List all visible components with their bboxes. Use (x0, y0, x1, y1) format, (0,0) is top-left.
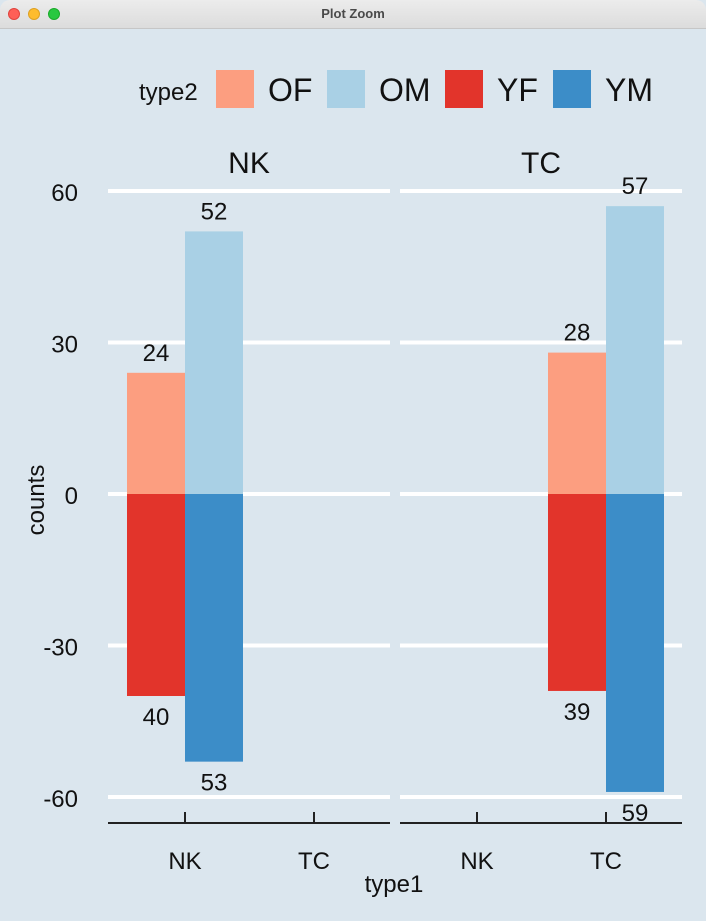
legend-swatch-yf (445, 70, 483, 108)
bar-nk-yf (127, 494, 185, 696)
x-axis-label: type1 (365, 871, 424, 898)
legend-swatch-of (216, 70, 254, 108)
legend-label-yf: YF (497, 72, 538, 108)
window-titlebar: Plot Zoom (0, 0, 706, 29)
bar-tc-ym (606, 494, 664, 792)
data-label-nk-of: 24 (143, 340, 170, 367)
maximize-window-button[interactable] (48, 8, 60, 20)
data-label-tc-yf: 39 (564, 699, 591, 726)
panel-title-nk: NK (228, 147, 270, 180)
y-tick-label: 0 (65, 483, 78, 510)
close-window-button[interactable] (8, 8, 20, 20)
data-label-tc-of: 28 (564, 320, 591, 347)
bar-nk-of (127, 372, 185, 494)
bar-tc-of (548, 352, 606, 494)
panel-title-tc: TC (521, 147, 561, 180)
window-title: Plot Zoom (321, 6, 385, 21)
x-tick-label: NK (168, 848, 201, 875)
legend-label-om: OM (379, 72, 431, 108)
bar-tc-om (606, 206, 664, 494)
legend-title: type2 (139, 79, 198, 106)
legend-swatch-ym (553, 70, 591, 108)
legend-label-ym: YM (605, 72, 653, 108)
data-label-nk-om: 52 (201, 198, 228, 225)
legend-swatch-om (327, 70, 365, 108)
bar-nk-om (185, 231, 243, 494)
y-tick-label: -30 (43, 635, 78, 662)
data-label-nk-ym: 53 (201, 770, 228, 797)
y-tick-label: 60 (51, 180, 78, 207)
y-tick-label: 30 (51, 332, 78, 359)
minimize-window-button[interactable] (28, 8, 40, 20)
data-label-tc-om: 57 (622, 173, 649, 200)
bar-tc-yf (548, 494, 606, 691)
data-label-nk-yf: 40 (143, 704, 170, 731)
y-tick-label: -60 (43, 786, 78, 813)
x-tick-label: TC (298, 848, 330, 875)
x-tick-label: TC (590, 848, 622, 875)
legend-label-of: OF (268, 72, 312, 108)
bar-nk-ym (185, 494, 243, 762)
panel-top-region (100, 150, 700, 176)
x-tick-label: NK (460, 848, 493, 875)
y-axis-label: counts (23, 465, 50, 536)
